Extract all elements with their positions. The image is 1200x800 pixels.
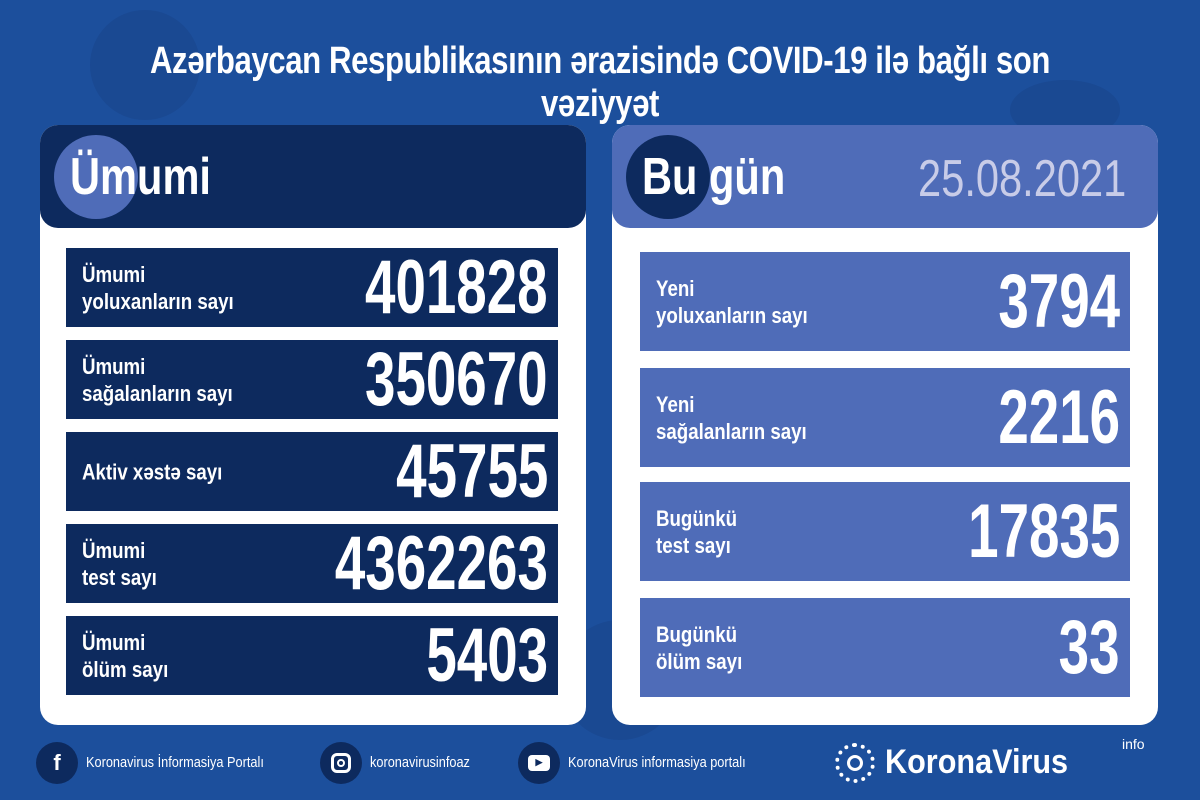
stat-value: 3794 [998, 258, 1120, 344]
total-header: Ümumi [40, 125, 586, 228]
stat-row: Aktiv xəstə sayı 45755 [66, 428, 558, 514]
footer: f Koronavirus İnformasiya Portalı korona… [0, 736, 1200, 785]
total-panel: Ümumi Ümumi yoluxanların sayı 401828 Ümum… [40, 125, 586, 725]
stat-label: Ümumi test sayı [82, 537, 157, 590]
stat-label: Ümumi yoluxanların sayı [82, 261, 234, 314]
stat-row: Ümumi yoluxanların sayı 401828 [66, 244, 558, 330]
stat-value: 2216 [998, 374, 1120, 460]
stat-value: 350670 [365, 336, 548, 422]
virus-icon [626, 135, 710, 219]
stat-row: Ümumi ölüm sayı 5403 [66, 612, 558, 698]
instagram-text: koronavirusinfoaz [370, 754, 470, 771]
stat-row: Yeni yoluxanların sayı 3794 [640, 252, 1130, 351]
youtube-text: KoronaVirus informasiya portalı [568, 754, 746, 771]
virus-decoration [90, 10, 200, 120]
stat-label: Aktiv xəstə sayı [82, 459, 223, 484]
stat-label: Ümumi ölüm sayı [82, 629, 169, 682]
today-header: Bu gün 25.08.2021 [612, 125, 1158, 228]
stat-label: Yeni sağalanların sayı [656, 391, 807, 444]
stat-value: 401828 [365, 244, 548, 330]
stat-label: Bugünkü ölüm sayı [656, 621, 743, 674]
stat-row: Bugünkü ölüm sayı 33 [640, 598, 1130, 697]
stat-row: Bugünkü test sayı 17835 [640, 482, 1130, 581]
stat-value: 4362263 [334, 520, 548, 606]
stat-value: 5403 [426, 612, 548, 698]
instagram-link[interactable]: koronavirusinfoaz [320, 740, 488, 785]
today-heading: Bu gün [642, 148, 786, 206]
stat-value: 45755 [395, 428, 548, 514]
stat-value: 17835 [967, 488, 1120, 574]
page-title: Azərbaycan Respublikasının ərazisində CO… [149, 40, 1051, 125]
report-date: 25.08.2021 [917, 150, 1126, 208]
sun-logo-icon [835, 742, 875, 783]
stat-label: Yeni yoluxanların sayı [656, 275, 808, 328]
instagram-icon [320, 741, 362, 784]
logo-name: KoronaVirus [885, 743, 1069, 781]
virus-icon [54, 135, 138, 219]
facebook-text: Koronavirus İnformasiya Portalı [86, 754, 264, 771]
stat-value: 33 [1059, 604, 1120, 690]
facebook-link[interactable]: f Koronavirus İnformasiya Portalı [36, 740, 295, 785]
stat-row: Yeni sağalanların sayı 2216 [640, 368, 1130, 467]
koronavirus-logo: KoronaVirus info [835, 736, 1145, 785]
total-heading: Ümumi [70, 148, 211, 206]
facebook-icon: f [36, 741, 78, 784]
youtube-link[interactable]: ▶ KoronaVirus informasiya portalı [518, 740, 777, 785]
logo-sup: info [1122, 736, 1145, 752]
stat-row: Ümumi sağalanların sayı 350670 [66, 336, 558, 422]
today-panel: Bu gün 25.08.2021 Yeni yoluxanların sayı… [612, 125, 1158, 725]
youtube-icon: ▶ [518, 741, 560, 784]
stat-row: Ümumi test sayı 4362263 [66, 520, 558, 606]
stat-label: Ümumi sağalanların sayı [82, 353, 233, 406]
stat-label: Bugünkü test sayı [656, 505, 738, 558]
